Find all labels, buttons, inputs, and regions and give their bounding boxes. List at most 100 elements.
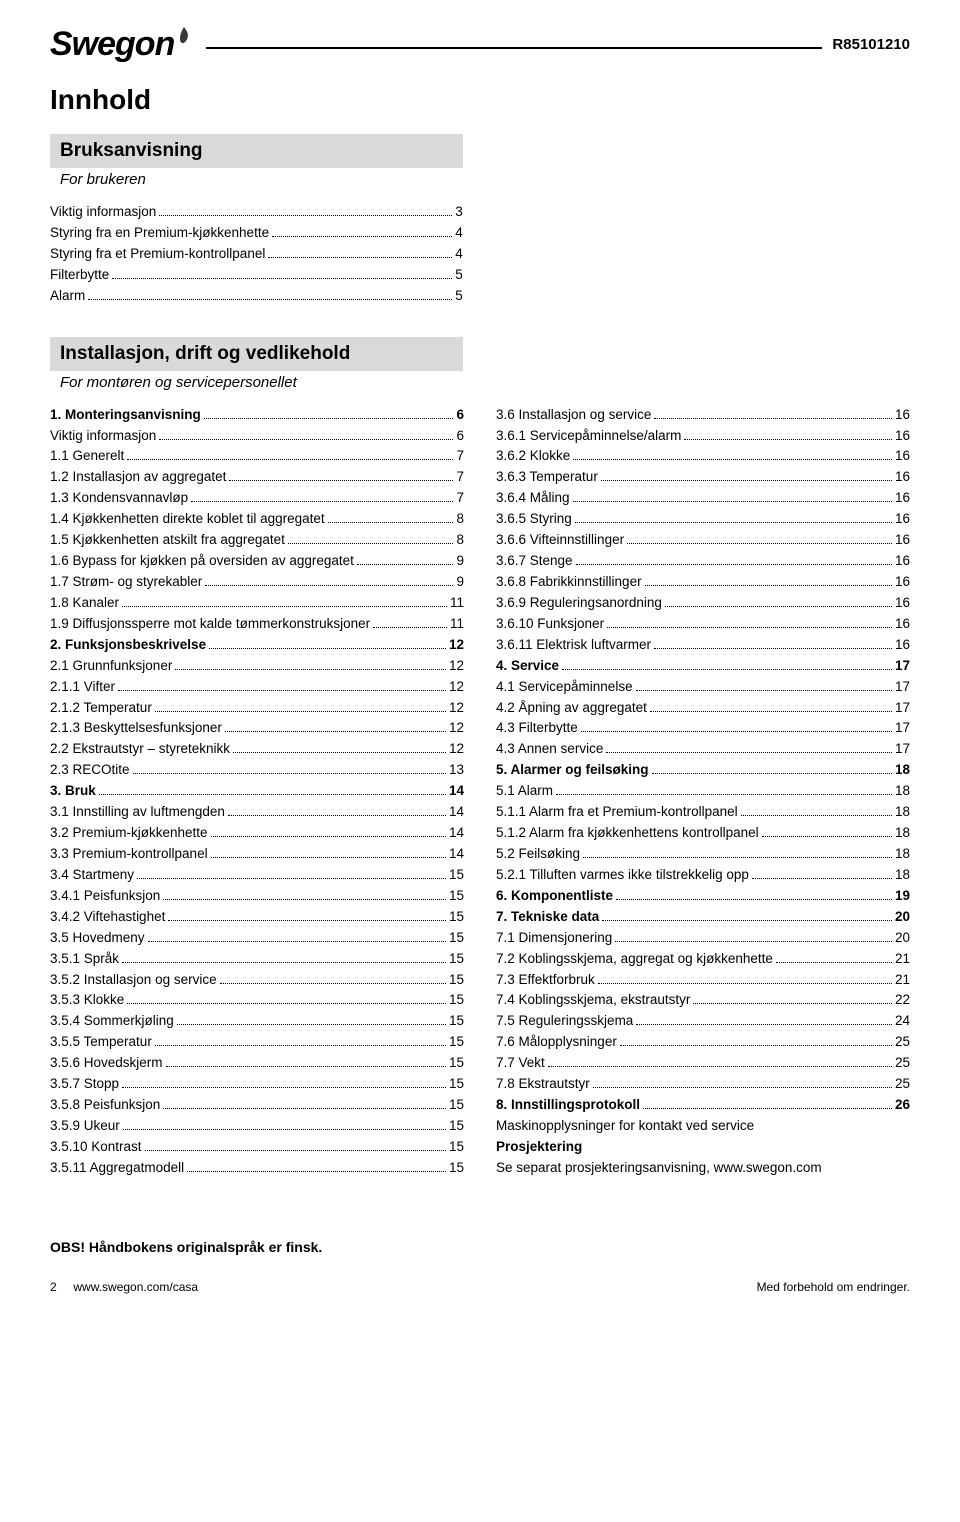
toc-label: 4.3 Filterbytte [496, 718, 578, 739]
toc-page: 21 [895, 949, 910, 970]
toc-page: 16 [895, 572, 910, 593]
toc-label: 3.5.3 Klokke [50, 990, 124, 1011]
toc-label: 5.1.1 Alarm fra et Premium-kontrollpanel [496, 802, 738, 823]
toc-dots [636, 690, 892, 691]
toc-page: 24 [895, 1011, 910, 1032]
toc-dots [636, 1024, 892, 1025]
toc-dots [598, 983, 892, 984]
toc-label: 3.6.11 Elektrisk luftvarmer [496, 635, 651, 656]
toc-page: 4 [455, 244, 463, 265]
toc-dots [776, 962, 892, 963]
toc-dots [288, 543, 454, 544]
toc-label: 1.5 Kjøkkenhetten atskilt fra aggregatet [50, 530, 285, 551]
toc-row: 5.2 Feilsøking 18 [496, 844, 910, 865]
toc-page: 16 [895, 551, 910, 572]
toc-row: 3.2 Premium-kjøkkenhette14 [50, 823, 464, 844]
toc-label: 1.3 Kondensvannavløp [50, 488, 188, 509]
toc-page: 18 [895, 844, 910, 865]
toc-row: 2.2 Ekstrautstyr – styreteknikk12 [50, 739, 464, 760]
toc-page: 5 [455, 286, 463, 307]
section1-toc: Viktig informasjon3Styring fra en Premiu… [50, 202, 463, 307]
toc-dots [643, 1108, 892, 1109]
toc-row: 3.5 Hovedmeny15 [50, 928, 464, 949]
toc-row: 5.1 Alarm18 [496, 781, 910, 802]
toc-row: 4.3 Filterbytte17 [496, 718, 910, 739]
toc-row: 1. Monteringsanvisning6 [50, 405, 464, 426]
toc-page: 15 [449, 1158, 464, 1179]
toc-row: Filterbytte5 [50, 265, 463, 286]
toc-label: 1.4 Kjøkkenhetten direkte koblet til agg… [50, 509, 325, 530]
toc-page: 17 [895, 677, 910, 698]
toc-page: 12 [449, 635, 464, 656]
toc-page: 15 [449, 928, 464, 949]
toc-page: 11 [450, 593, 464, 614]
toc-label: 3.6.9 Reguleringsanordning [496, 593, 662, 614]
toc-dots [606, 752, 892, 753]
toc-row: 4.3 Annen service17 [496, 739, 910, 760]
toc-page: 12 [449, 718, 464, 739]
toc-right-column: 3.6 Installasjon og service163.6.1 Servi… [496, 405, 910, 1179]
footer-note: OBS! Håndbokens originalspråk er finsk. [50, 1239, 910, 1255]
toc-dots [268, 257, 452, 258]
toc-dots [204, 418, 454, 419]
toc-plain-line: Prosjektering [496, 1137, 910, 1158]
toc-label: 3.5.2 Installasjon og service [50, 970, 217, 991]
toc-label: 5.2 Feilsøking [496, 844, 580, 865]
toc-row: 7.8 Ekstrautstyr25 [496, 1074, 910, 1095]
toc-dots [225, 731, 446, 732]
logo-text: Swegon [50, 25, 174, 64]
toc-dots [233, 752, 446, 753]
toc-row: 3. Bruk14 [50, 781, 464, 802]
toc-row: 2. Funksjonsbeskrivelse12 [50, 635, 464, 656]
toc-row: 5. Alarmer og feilsøking18 [496, 760, 910, 781]
toc-page: 20 [895, 907, 910, 928]
toc-page: 12 [449, 698, 464, 719]
toc-row: 5.2.1 Tilluften varmes ikke tilstrekkeli… [496, 865, 910, 886]
toc-page: 15 [449, 949, 464, 970]
toc-dots [123, 1129, 446, 1130]
toc-row: Styring fra en Premium-kjøkkenhette4 [50, 223, 463, 244]
toc-dots [127, 1003, 446, 1004]
toc-page: 9 [456, 551, 464, 572]
toc-dots [556, 794, 892, 795]
toc-row: 7.2 Koblingsskjema, aggregat og kjøkkenh… [496, 949, 910, 970]
toc-row: Alarm5 [50, 286, 463, 307]
toc-page: 18 [895, 781, 910, 802]
toc-label: 3.6.6 Vifteinnstillinger [496, 530, 624, 551]
toc-dots [650, 711, 892, 712]
toc-dots [573, 501, 892, 502]
toc-row: 4. Service17 [496, 656, 910, 677]
toc-label: 5. Alarmer og feilsøking [496, 760, 649, 781]
toc-page: 9 [456, 572, 464, 593]
toc-row: 7.3 Effektforbruk21 [496, 970, 910, 991]
toc-page: 17 [895, 656, 910, 677]
toc-row: 3.5.5 Temperatur15 [50, 1032, 464, 1053]
toc-page: 25 [895, 1053, 910, 1074]
toc-dots [593, 1087, 892, 1088]
toc-row: 2.1 Grunnfunksjoner12 [50, 656, 464, 677]
page-title: Innhold [50, 84, 910, 116]
toc-label: 3. Bruk [50, 781, 96, 802]
page-footer: 2 www.swegon.com/casa Med forbehold om e… [50, 1280, 910, 1294]
toc-page: 18 [895, 865, 910, 886]
toc-dots [573, 459, 892, 460]
toc-row: 3.6.4 Måling16 [496, 488, 910, 509]
toc-row: 3.6.8 Fabrikkinnstillinger16 [496, 572, 910, 593]
leaf-icon [177, 27, 191, 47]
toc-page: 15 [449, 1032, 464, 1053]
toc-dots [112, 278, 452, 279]
toc-row: Styring fra et Premium-kontrollpanel4 [50, 244, 463, 265]
toc-row: 3.5.3 Klokke15 [50, 990, 464, 1011]
toc-page: 13 [449, 760, 464, 781]
header: Swegon R85101210 [50, 25, 910, 64]
toc-row: 4.1 Servicepåminnelse17 [496, 677, 910, 698]
toc-page: 25 [895, 1074, 910, 1095]
footer-left: 2 www.swegon.com/casa [50, 1280, 198, 1294]
toc-label: 2.1.2 Temperatur [50, 698, 152, 719]
toc-row: 4.2 Åpning av aggregatet17 [496, 698, 910, 719]
toc-page: 26 [895, 1095, 910, 1116]
toc-dots [159, 439, 453, 440]
toc-dots [211, 857, 446, 858]
toc-row: 1.9 Diffusjonssperre mot kalde tømmerkon… [50, 614, 464, 635]
toc-row: 7.6 Målopplysninger25 [496, 1032, 910, 1053]
